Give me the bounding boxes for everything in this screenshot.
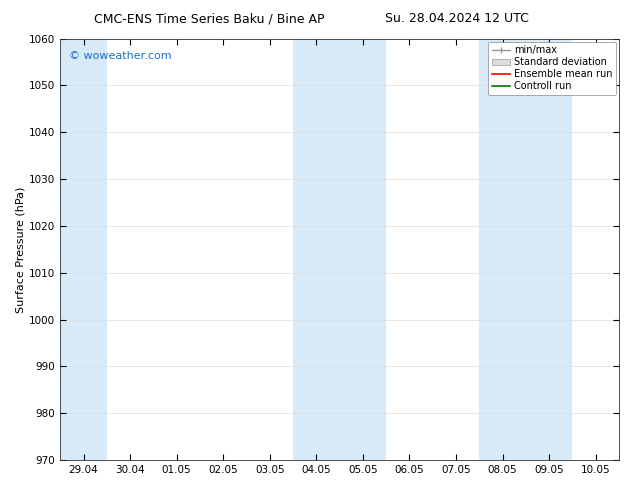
- Legend: min/max, Standard deviation, Ensemble mean run, Controll run: min/max, Standard deviation, Ensemble me…: [488, 42, 616, 95]
- Text: © woweather.com: © woweather.com: [68, 51, 171, 61]
- Text: Su. 28.04.2024 12 UTC: Su. 28.04.2024 12 UTC: [385, 12, 528, 25]
- Bar: [479, 39, 573, 460]
- Text: CMC-ENS Time Series Baku / Bine AP: CMC-ENS Time Series Baku / Bine AP: [94, 12, 325, 25]
- Y-axis label: Surface Pressure (hPa): Surface Pressure (hPa): [15, 186, 25, 313]
- Bar: [293, 39, 386, 460]
- Bar: [60, 39, 107, 460]
- Title: CMC-ENS Time Series Baku / Bine AP        Su. 28.04.2024 12 UTC: CMC-ENS Time Series Baku / Bine AP Su. 2…: [0, 489, 1, 490]
